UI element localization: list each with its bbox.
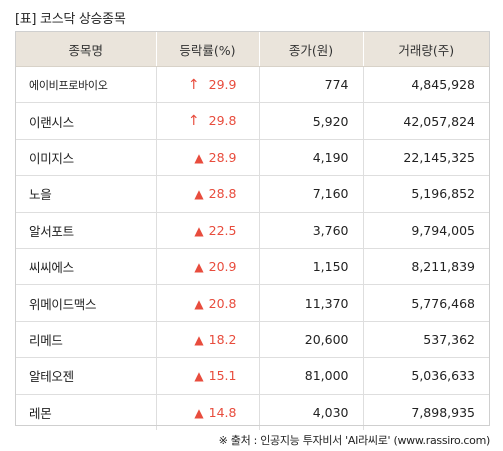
close-price: 20,600 xyxy=(259,321,364,359)
up-arrow-icon: ↑ xyxy=(187,113,200,130)
up-arrow-icon: ↑ xyxy=(187,76,200,93)
change-rate-cell: ▲ 20.9 xyxy=(156,248,260,286)
stock-name: 위메이드맥스 xyxy=(16,284,157,322)
volume: 5,776,468 xyxy=(363,284,489,322)
change-rate: 15.1 xyxy=(208,368,237,384)
change-rate: 20.8 xyxy=(208,295,237,311)
change-rate-cell: ▲ 28.8 xyxy=(156,175,260,213)
close-price: 81,000 xyxy=(259,357,364,395)
volume: 537,362 xyxy=(363,321,489,359)
table-row: 이미지스 ▲ 28.9 4,190 22,145,325 xyxy=(16,139,489,177)
change-rate-cell: ▲ 20.8 xyxy=(156,284,260,322)
volume: 22,145,325 xyxy=(363,139,489,177)
header-volume: 거래량(주) xyxy=(363,32,489,67)
source-note: ※ 출처 : 인공지능 투자비서 'AI라씨로' (www.rassiro.co… xyxy=(218,434,491,447)
close-price: 774 xyxy=(259,66,364,104)
change-rate-cell: ↑ 29.9 xyxy=(156,66,260,104)
page-title: [표] 코스닥 상승종목 xyxy=(15,12,126,27)
close-price: 4,190 xyxy=(259,139,364,177)
stock-name: 리메드 xyxy=(16,321,157,359)
header-close-price: 종가(원) xyxy=(259,32,364,67)
table-row: 에이비프로바이오 ↑ 29.9 774 4,845,928 xyxy=(16,66,489,104)
volume: 4,845,928 xyxy=(363,66,489,104)
stock-name: 에이비프로바이오 xyxy=(16,66,157,104)
close-price: 1,150 xyxy=(259,248,364,286)
stock-name: 노을 xyxy=(16,175,157,213)
close-price: 7,160 xyxy=(259,175,364,213)
change-rate: 14.8 xyxy=(208,404,237,420)
change-rate: 20.9 xyxy=(208,259,237,275)
change-rate-cell: ▲ 18.2 xyxy=(156,321,260,359)
triangle-up-icon: ▲ xyxy=(194,369,204,384)
change-rate-cell: ▲ 28.9 xyxy=(156,139,260,177)
rising-stocks-table: 종목명 등락률(%) 종가(원) 거래량(주) 에이비프로바이오 ↑ 29.9 7… xyxy=(16,32,489,430)
table-row: 씨씨에스 ▲ 20.9 1,150 8,211,839 xyxy=(16,248,489,286)
change-rate-cell: ▲ 22.5 xyxy=(156,212,260,249)
change-rate: 28.9 xyxy=(208,149,237,165)
volume: 5,036,633 xyxy=(363,357,489,395)
close-price: 5,920 xyxy=(259,102,364,140)
change-rate-cell: ↑ 29.8 xyxy=(156,102,260,140)
close-price: 3,760 xyxy=(259,212,364,249)
change-rate: 29.8 xyxy=(208,113,237,129)
triangle-up-icon: ▲ xyxy=(194,187,204,202)
table-row: 위메이드맥스 ▲ 20.8 11,370 5,776,468 xyxy=(16,284,489,322)
table-row: 리메드 ▲ 18.2 20,600 537,362 xyxy=(16,321,489,359)
volume: 42,057,824 xyxy=(363,102,489,140)
change-rate: 29.9 xyxy=(208,76,237,92)
triangle-up-icon: ▲ xyxy=(194,296,204,311)
close-price: 11,370 xyxy=(259,284,364,322)
triangle-up-icon: ▲ xyxy=(194,223,204,238)
volume: 9,794,005 xyxy=(363,212,489,249)
close-price: 4,030 xyxy=(259,394,364,430)
volume: 5,196,852 xyxy=(363,175,489,213)
stock-name: 씨씨에스 xyxy=(16,248,157,286)
table-row: 노을 ▲ 28.8 7,160 5,196,852 xyxy=(16,175,489,213)
volume: 8,211,839 xyxy=(363,248,489,286)
table-header-row: 종목명 등락률(%) 종가(원) 거래량(주) xyxy=(16,32,489,67)
header-stock-name: 종목명 xyxy=(16,32,157,67)
volume: 7,898,935 xyxy=(411,404,475,420)
stock-name: 이미지스 xyxy=(16,139,157,177)
table-row: 레몬 ▲ 14.8 4,030 7,898,935 xyxy=(16,394,489,430)
stock-name: 알서포트 xyxy=(16,212,157,249)
table-row: 이랜시스 ↑ 29.8 5,920 42,057,824 xyxy=(16,102,489,140)
triangle-up-icon: ▲ xyxy=(194,405,204,420)
stock-name: 알테오젠 xyxy=(16,357,157,395)
change-rate: 22.5 xyxy=(208,222,237,238)
header-change-rate: 등락률(%) xyxy=(156,32,260,67)
table-row: 알서포트 ▲ 22.5 3,760 9,794,005 xyxy=(16,212,489,249)
triangle-up-icon: ▲ xyxy=(194,332,204,347)
table-row: 알테오젠 ▲ 15.1 81,000 5,036,633 xyxy=(16,357,489,395)
triangle-up-icon: ▲ xyxy=(194,150,204,165)
stock-name: 레몬 xyxy=(16,394,157,430)
change-rate-cell: ▲ 14.8 xyxy=(156,394,260,430)
triangle-up-icon: ▲ xyxy=(194,260,204,275)
change-rate-cell: ▲ 15.1 xyxy=(156,357,260,395)
change-rate: 18.2 xyxy=(208,331,237,347)
stock-name: 이랜시스 xyxy=(16,102,157,140)
change-rate: 28.8 xyxy=(208,186,237,202)
